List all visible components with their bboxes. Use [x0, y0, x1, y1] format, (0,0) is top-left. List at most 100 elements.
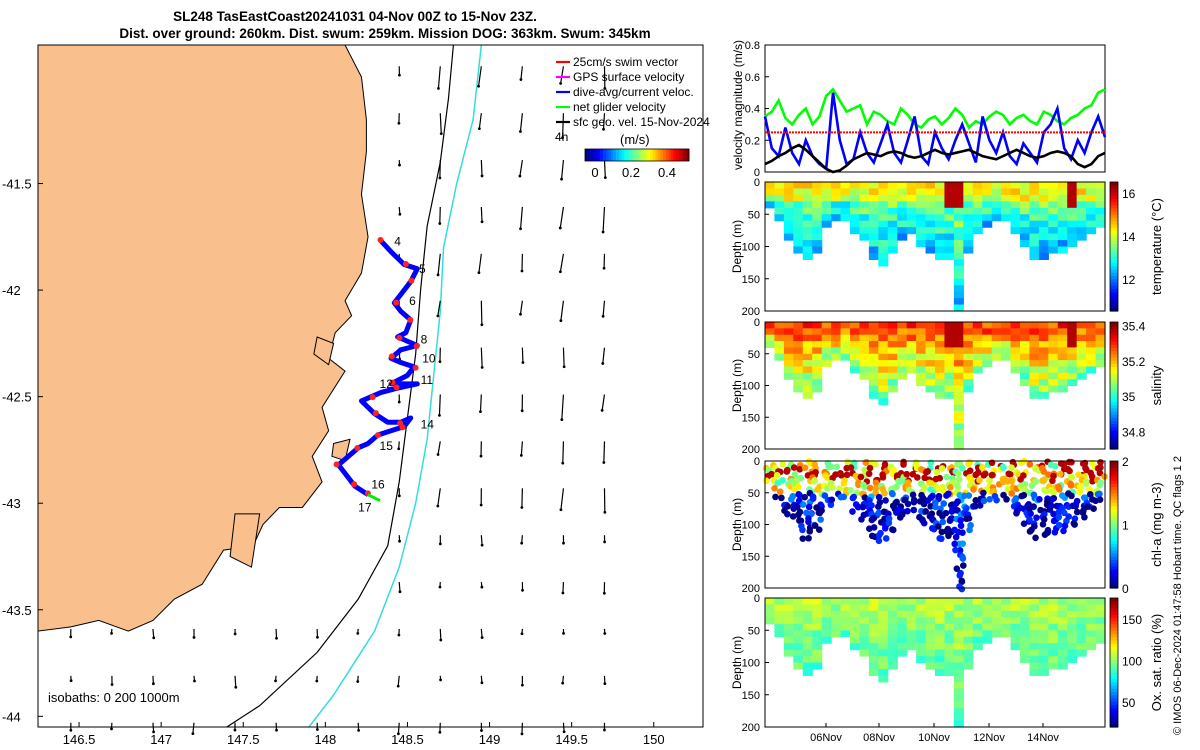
chl-dot — [956, 572, 964, 579]
section-cell — [1020, 649, 1031, 657]
section-cell — [1057, 649, 1068, 657]
section-colorbar-cell — [1110, 530, 1118, 535]
section-cell — [906, 220, 917, 228]
section-cell — [953, 298, 964, 306]
colorbar-cell — [605, 149, 609, 161]
current-vector — [439, 113, 442, 134]
chl-dot — [857, 473, 865, 481]
section-cell — [821, 636, 832, 644]
section-cell — [821, 182, 832, 190]
section-cell — [1076, 372, 1087, 380]
section-cell — [991, 341, 1002, 348]
section-colorbar-cell — [1110, 572, 1118, 576]
section-cell — [1029, 662, 1040, 670]
section-cell — [1057, 188, 1068, 196]
current-vector-head — [398, 539, 401, 543]
section-cell — [821, 188, 832, 196]
section-cell — [878, 220, 889, 228]
current-vector-head — [561, 681, 565, 685]
section-cell — [765, 194, 776, 202]
section-cell — [1095, 334, 1106, 342]
section-cell — [793, 598, 804, 606]
section-cell — [831, 334, 842, 342]
section-colorbar-cell — [1110, 188, 1118, 193]
isobath-label: isobaths: 0 200 1000m — [48, 690, 180, 705]
section-cell — [916, 630, 927, 638]
section-cell — [802, 623, 813, 631]
section-cell — [1057, 322, 1068, 329]
section-cell — [1076, 214, 1087, 222]
section-cell — [1057, 662, 1068, 670]
section-cell — [765, 334, 776, 342]
current-vector-head — [520, 683, 524, 687]
section-cell — [1095, 207, 1106, 215]
section-cell — [850, 182, 861, 190]
section-cell — [982, 188, 993, 196]
section-cell — [1067, 194, 1078, 202]
section-colorbar-cell — [1110, 436, 1118, 441]
section-cell — [906, 636, 917, 644]
section-cell — [1067, 347, 1078, 355]
section-cell — [1020, 194, 1031, 202]
section-colorbar-cell — [1110, 328, 1118, 333]
swim-vector-marker — [388, 353, 395, 360]
section-cell — [793, 353, 804, 361]
section-cell — [850, 617, 861, 625]
section-cell — [1029, 598, 1040, 606]
section-cell — [925, 182, 936, 190]
colorbar-cell — [639, 149, 643, 161]
chl-dot — [988, 471, 996, 479]
chl-dot — [1097, 479, 1104, 486]
section-cell — [1038, 233, 1049, 241]
section-cell — [953, 252, 964, 260]
colorbar-cell — [657, 149, 661, 161]
colorbar-cell — [585, 149, 588, 161]
chl-dot — [905, 486, 913, 494]
section-cell — [1020, 207, 1031, 215]
section-cell — [887, 379, 898, 387]
section-cell — [1001, 194, 1012, 202]
chl-dot — [966, 526, 973, 534]
current-vector-head — [562, 365, 566, 369]
colorbar-cell — [613, 149, 617, 161]
chl-dot — [963, 515, 970, 523]
section-cell — [1057, 379, 1068, 387]
section-cell — [953, 366, 964, 374]
chl-dot — [827, 463, 835, 471]
section-cell — [925, 233, 936, 241]
section-cell — [925, 220, 936, 228]
section-cell — [897, 360, 908, 368]
current-vector — [560, 66, 565, 84]
depth-tick-label: 150 — [742, 690, 760, 702]
chl-dot — [1027, 510, 1034, 518]
section-cell — [963, 182, 974, 190]
section-colorbar-cell — [1110, 185, 1118, 190]
current-vector-head — [519, 130, 522, 133]
depth-tick-label: 0 — [754, 456, 760, 468]
colorbar-cell — [683, 149, 687, 161]
section-cell — [812, 328, 823, 336]
section-cell — [783, 322, 794, 329]
section-cell — [1057, 610, 1068, 618]
section-colorbar-cell — [1110, 704, 1118, 709]
colorbar-frame — [584, 148, 690, 162]
chl-dot — [1065, 490, 1072, 497]
section-cell — [963, 385, 974, 393]
section-cell — [991, 610, 1002, 618]
section-cell — [783, 227, 794, 235]
current-vector-head — [397, 633, 401, 637]
section-colorbar-cell — [1110, 211, 1118, 215]
chl-dot — [1012, 495, 1020, 502]
section-cell — [868, 366, 879, 374]
section-cell — [793, 360, 804, 368]
x-tick-label: 148 — [314, 732, 336, 747]
chl-dot — [986, 477, 993, 484]
chl-dot — [805, 503, 813, 511]
section-colorbar-cell — [1110, 445, 1118, 450]
section-cell — [953, 675, 964, 683]
section-cell — [1076, 649, 1087, 657]
section-cell — [991, 353, 1002, 361]
section-colorbar-cell — [1110, 668, 1118, 673]
depth-tick-label: 0 — [754, 317, 760, 329]
section-cell — [887, 188, 898, 196]
